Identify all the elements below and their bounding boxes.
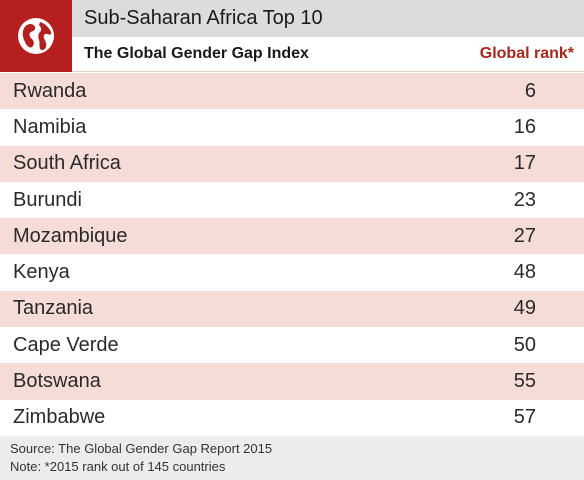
- country-name: Kenya: [13, 261, 70, 284]
- country-name: Zimbabwe: [13, 406, 106, 429]
- table-row: South Africa 17: [0, 145, 584, 182]
- country-name: Cape Verde: [13, 333, 119, 356]
- rank-note: Note: *2015 rank out of 145 countries: [10, 459, 226, 474]
- table-subtitle: The Global Gender Gap Index: [84, 45, 309, 62]
- page-title: Sub-Saharan Africa Top 10: [72, 0, 584, 37]
- globe-icon: [18, 18, 54, 54]
- table-row: Namibia 16: [0, 109, 584, 146]
- table-row: Rwanda 6: [0, 73, 584, 110]
- country-rank: 23: [513, 188, 536, 211]
- table-header: The Global Gender Gap Index Global rank*: [72, 37, 584, 72]
- country-name: Tanzania: [13, 297, 94, 320]
- country-rank: 17: [513, 152, 536, 175]
- country-name: Burundi: [13, 188, 82, 211]
- rank-column-header: Global rank*: [479, 45, 574, 62]
- country-name: Rwanda: [13, 79, 87, 102]
- country-rank: 55: [513, 370, 536, 393]
- footer: Source: The Global Gender Gap Report 201…: [0, 436, 584, 480]
- table-row: Cape Verde 50: [0, 327, 584, 364]
- country-rank: 6: [524, 79, 536, 102]
- ranking-table: Rwanda 6 Namibia 16 South Africa 17 Buru…: [0, 73, 584, 436]
- table-row: Botswana 55: [0, 363, 584, 400]
- country-rank: 27: [513, 224, 536, 247]
- country-name: South Africa: [13, 152, 121, 175]
- table-row: Mozambique 27: [0, 218, 584, 255]
- source-note: Source: The Global Gender Gap Report 201…: [10, 441, 273, 456]
- table-row: Tanzania 49: [0, 290, 584, 328]
- country-rank: 57: [513, 406, 536, 429]
- country-rank: 48: [513, 261, 536, 284]
- table-row: Kenya 48: [0, 254, 584, 291]
- country-rank: 49: [513, 297, 536, 320]
- country-name: Botswana: [13, 370, 101, 393]
- country-name: Mozambique: [13, 224, 128, 247]
- table-row: Burundi 23: [0, 181, 584, 219]
- country-name: Namibia: [13, 115, 87, 138]
- logo-box: [0, 0, 72, 72]
- table-row: Zimbabwe 57: [0, 399, 584, 436]
- country-rank: 50: [513, 333, 536, 356]
- country-rank: 16: [513, 115, 536, 138]
